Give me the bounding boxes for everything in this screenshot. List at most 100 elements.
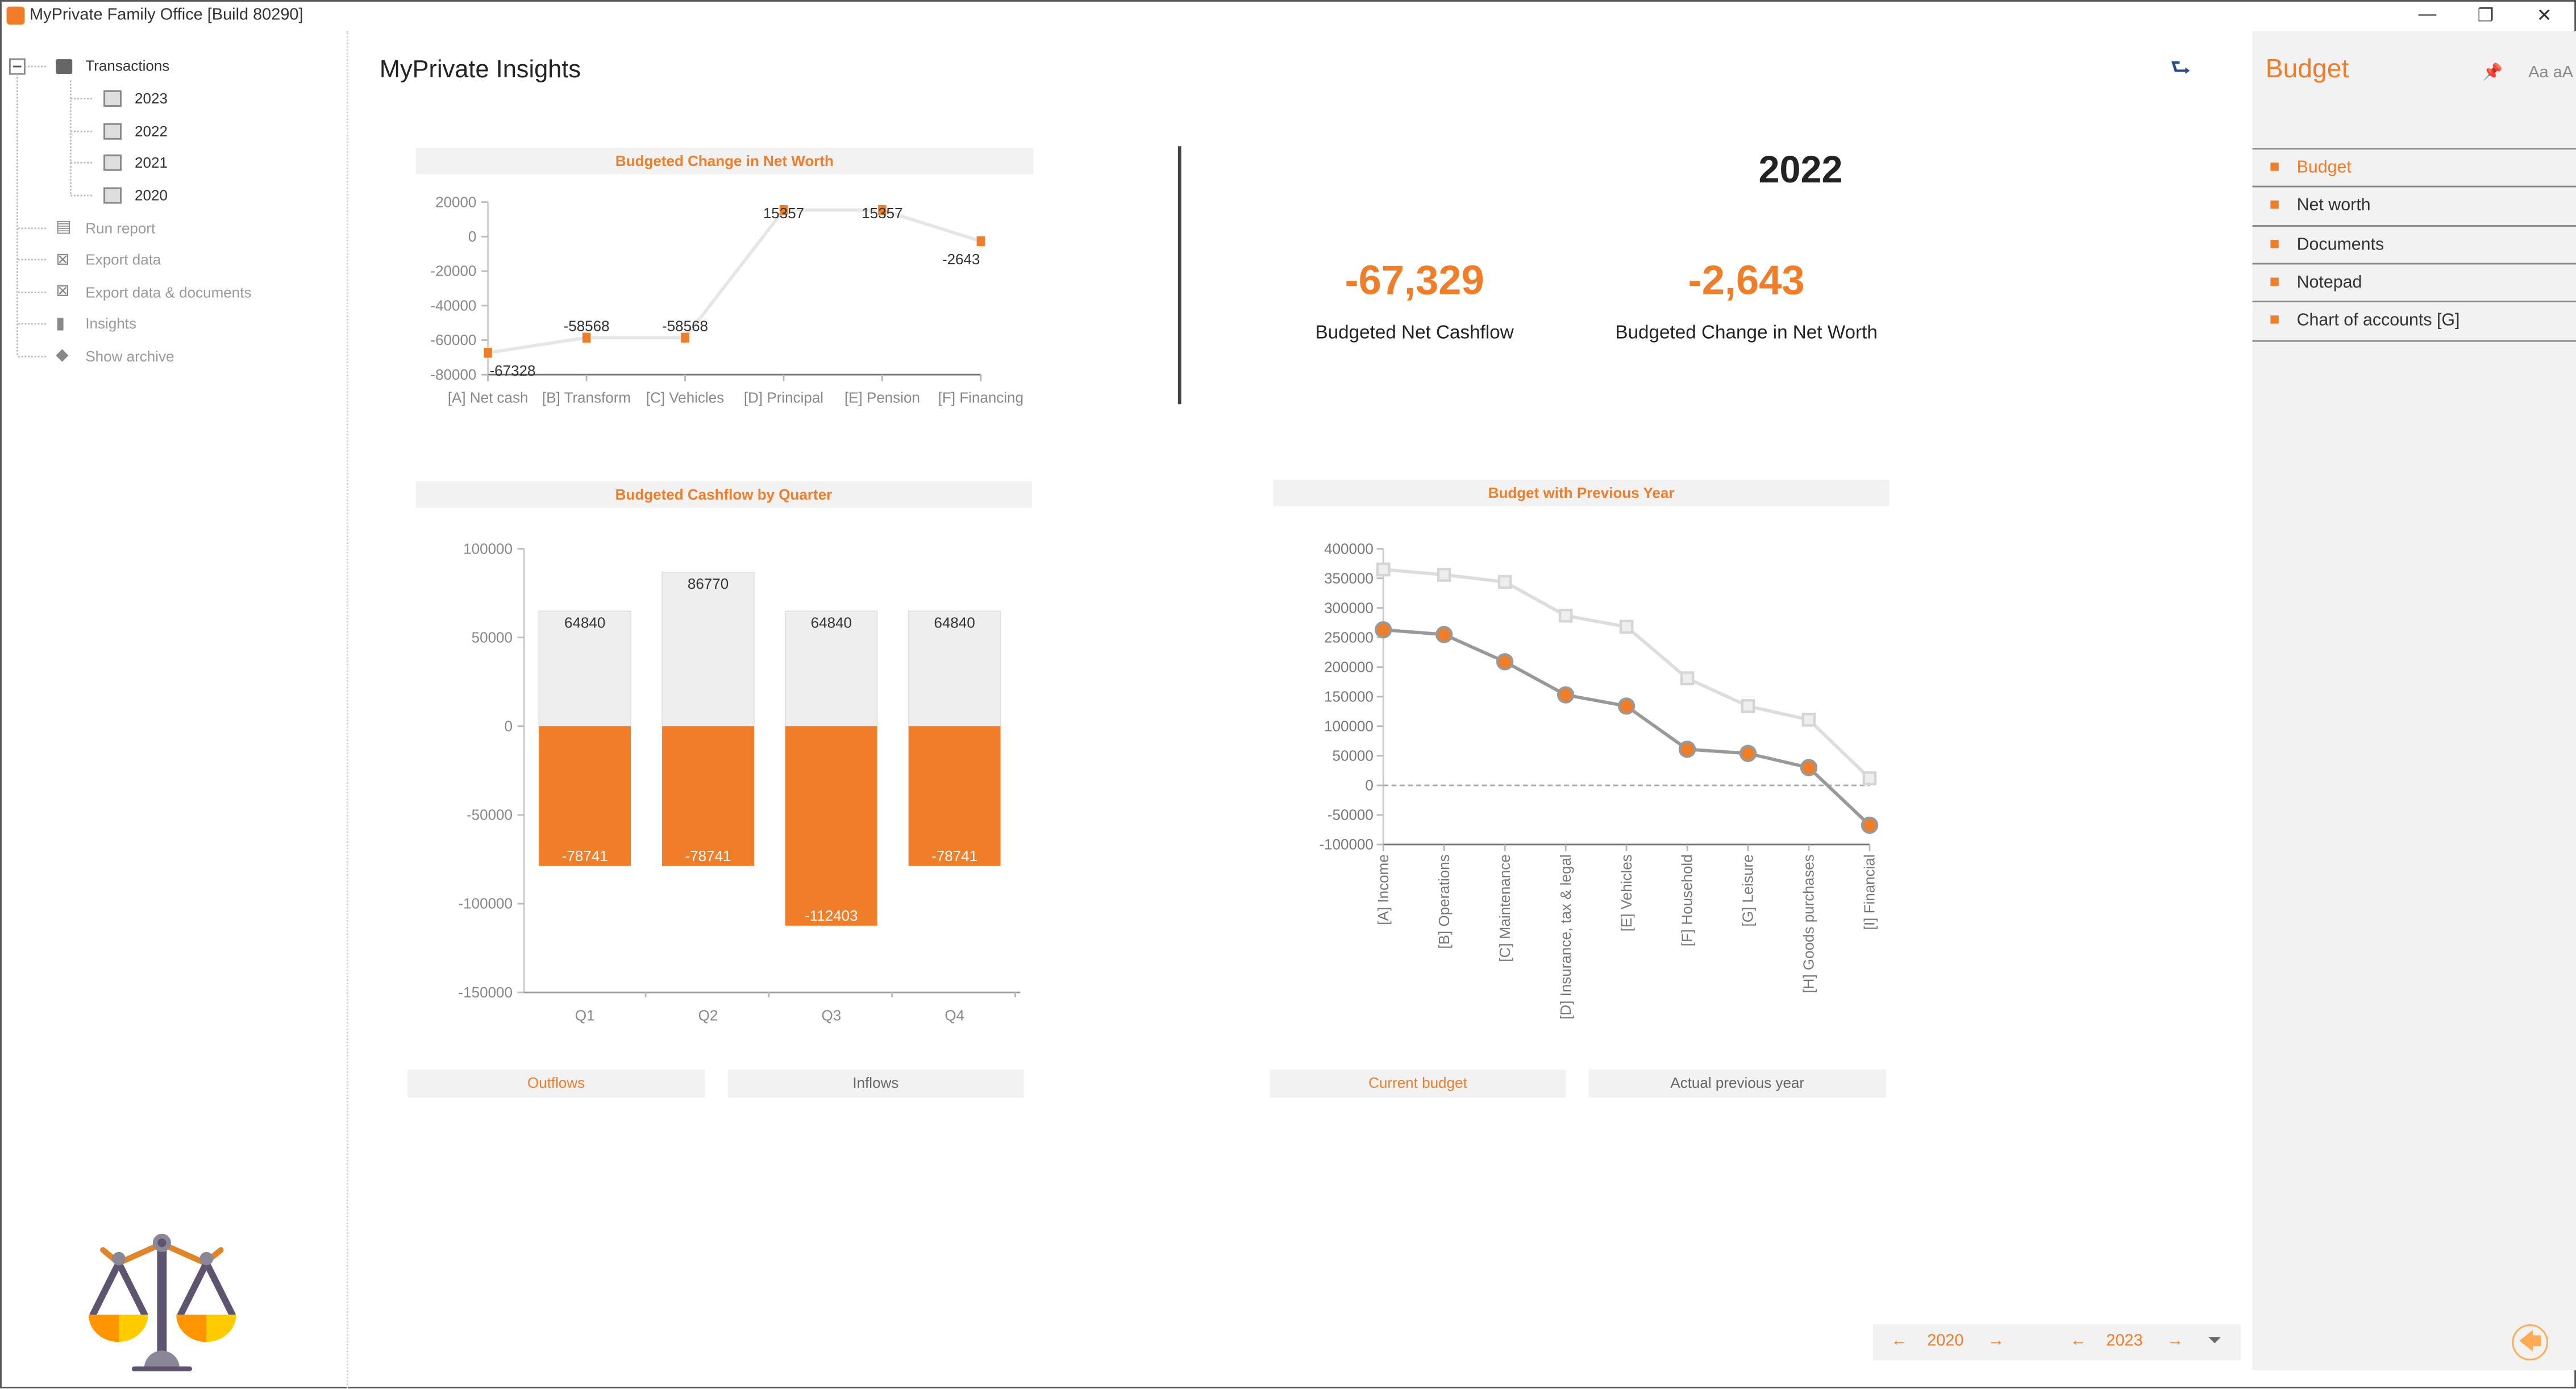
- tree-label: 2023: [135, 90, 168, 107]
- previous-year-point: [1437, 568, 1451, 582]
- x-tick-label: [B] Transform: [542, 389, 631, 406]
- font-size-toggle[interactable]: Aa aA: [2528, 64, 2574, 82]
- ledger-icon: [103, 155, 122, 172]
- y-tick-label: -100000: [1319, 836, 1373, 853]
- tree-item-action[interactable]: ⊠ Export data: [56, 251, 161, 269]
- previous-year-point: [1376, 562, 1391, 577]
- current-budget-point: [1739, 745, 1757, 762]
- x-tick-label: [C] Maintenance: [1496, 854, 1513, 962]
- y-tick-label: 100000: [1324, 717, 1374, 734]
- outflow-label: -112403: [805, 907, 858, 924]
- tree-label: Export data & documents: [85, 284, 252, 301]
- legend-current-budget-button[interactable]: Current budget: [1270, 1070, 1566, 1098]
- folder-icon: [56, 58, 73, 73]
- x-tick-label: Q3: [822, 1007, 842, 1024]
- y-tick-label: 300000: [1324, 599, 1374, 616]
- inflow-label: 64840: [564, 614, 605, 631]
- divider: [1177, 146, 1181, 405]
- excel-icon: ⊠: [56, 282, 70, 301]
- y-tick-label: -150000: [459, 984, 513, 1001]
- kpi-net-worth-value: -2,643: [1688, 257, 1805, 304]
- kpi-net-worth-label: Budgeted Change in Net Worth: [1615, 323, 1878, 344]
- restore-button[interactable]: ❐: [2477, 6, 2494, 27]
- tree-item-action[interactable]: ▮ Insights: [56, 315, 136, 333]
- outflow-bar: [539, 726, 631, 866]
- current-budget-point: [1557, 686, 1575, 704]
- to-year-value[interactable]: 2023: [2106, 1332, 2143, 1351]
- inflow-label: 64840: [934, 614, 975, 631]
- back-arrow-button[interactable]: 🡄: [2512, 1324, 2548, 1361]
- legend-previous-year-button[interactable]: Actual previous year: [1588, 1070, 1886, 1098]
- legend-inflows-button[interactable]: Inflows: [727, 1070, 1024, 1098]
- inflow-label: 64840: [811, 614, 852, 631]
- y-tick-label: -50000: [1327, 806, 1374, 824]
- kpi-year: 2022: [1758, 148, 1843, 191]
- x-tick-label: [G] Leisure: [1739, 854, 1757, 926]
- tree-item-year[interactable]: 2022: [103, 122, 168, 139]
- tree-item-transactions[interactable]: Transactions: [56, 57, 169, 74]
- kpi-net-cashflow-value: -67,329: [1345, 257, 1484, 304]
- budget-previous-year-chart: 400000 350000 300000 250000 200000 150000 1000…: [1319, 540, 1879, 1020]
- y-tick-label: -50000: [467, 806, 513, 824]
- data-label: 15357: [763, 205, 804, 222]
- ledger-icon: [103, 90, 122, 107]
- tree-item-action[interactable]: ▤ Run report: [56, 219, 155, 237]
- scales-logo-icon: [88, 1233, 236, 1371]
- current-budget-point: [1678, 741, 1696, 758]
- legend-outflows-button[interactable]: Outflows: [407, 1070, 705, 1098]
- outflow-bar: [908, 726, 1001, 866]
- x-tick-label: [I] Financial: [1861, 854, 1878, 930]
- to-year-next-button[interactable]: →: [2167, 1332, 2184, 1351]
- from-year-value[interactable]: 2020: [1927, 1332, 1964, 1351]
- outflow-label: -78741: [931, 847, 977, 864]
- menu-label: Documents: [2296, 234, 2384, 254]
- panel-menu-item[interactable]: Documents: [2252, 224, 2576, 264]
- menu-label: Chart of accounts [G]: [2296, 310, 2460, 331]
- tree-label: 2021: [135, 155, 168, 172]
- tree-item-year[interactable]: 2023: [103, 90, 168, 107]
- y-tick-label: 50000: [472, 629, 513, 646]
- previous-year-point: [1497, 575, 1512, 589]
- panel-menu-item[interactable]: Net worth: [2252, 186, 2576, 226]
- tree-item-action[interactable]: ⊠ Export data & documents: [56, 283, 251, 301]
- year-navigator: ← 2020 → ← 2023 → ⏷: [1872, 1324, 2241, 1361]
- panel-menu-item[interactable]: Chart of accounts [G]: [2252, 301, 2576, 342]
- data-point: [681, 332, 689, 343]
- tree-item-year[interactable]: 2021: [103, 155, 168, 172]
- y-tick-label: 350000: [1324, 569, 1374, 587]
- panel-menu-item[interactable]: Notepad: [2252, 263, 2576, 302]
- y-tick-label: 50000: [1333, 747, 1374, 764]
- app-logo-icon: [6, 6, 25, 25]
- inflow-bar: [661, 572, 755, 727]
- y-tick-label: 400000: [1324, 540, 1374, 557]
- current-budget-point: [1617, 697, 1636, 715]
- close-button[interactable]: ✕: [2536, 6, 2552, 27]
- kpi-net-cashflow-label: Budgeted Net Cashflow: [1315, 323, 1514, 344]
- bullet-icon: [2270, 201, 2279, 210]
- filter-icon[interactable]: ⏷: [2208, 1332, 2221, 1351]
- from-year-next-button[interactable]: →: [1988, 1332, 2005, 1351]
- inflow-bar: [908, 610, 1001, 727]
- tree-label: Transactions: [85, 57, 170, 74]
- x-tick-label: [C] Vehicles: [646, 389, 724, 406]
- y-tick-label: 200000: [1324, 658, 1374, 675]
- x-tick-label: Q1: [575, 1007, 595, 1024]
- sidebar-tree: Transactions 2023 2022 2021 2020 ▤ Run repor…: [2, 31, 348, 1388]
- tree-item-action[interactable]: ◆ Show archive: [56, 347, 174, 365]
- tree-lines: [9, 58, 94, 357]
- y-tick-label: 0: [468, 228, 476, 245]
- panel-menu-item[interactable]: Budget: [2252, 148, 2576, 187]
- previous-year-point: [1741, 699, 1755, 713]
- x-tick-label: [B] Operations: [1435, 854, 1453, 949]
- minimize-button[interactable]: —: [2418, 5, 2437, 25]
- archive-book-icon: ◆: [56, 347, 69, 365]
- to-year-prev-button[interactable]: ←: [2070, 1332, 2087, 1351]
- x-tick-label: [A] Income: [1375, 854, 1392, 925]
- bullet-icon: [2270, 163, 2279, 171]
- switch-view-icon[interactable]: ⮑: [2170, 54, 2191, 81]
- pin-icon[interactable]: 📌: [2482, 64, 2503, 82]
- bullet-icon: [2270, 277, 2279, 286]
- current-budget-point: [1375, 621, 1392, 639]
- tree-item-year[interactable]: 2020: [103, 186, 168, 203]
- from-year-prev-button[interactable]: ←: [1891, 1332, 1908, 1351]
